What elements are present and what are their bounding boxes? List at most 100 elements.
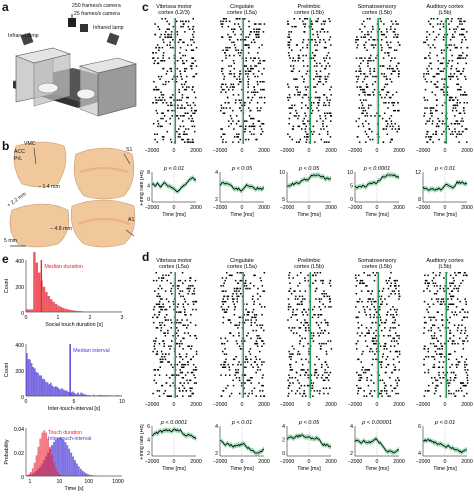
e2-xtick-1: 5 [73,399,76,405]
c-psth-ytick-4-1: 8 [418,197,421,203]
c-region-layer-3: cortex (L5b) [362,10,392,16]
c-region-title-0: Vibrissa motor [156,4,192,10]
e2-bar [112,395,114,396]
setup-illustration [8,6,140,134]
e1-bar [42,286,46,312]
d-raster-3 [355,272,401,397]
e1-xlabel: Social touch duration [s] [45,322,103,328]
e1-bar [59,306,62,312]
d-psth-ytick-0-0: 6 [147,424,150,430]
d-ylabel: Firing rate [Hz] [140,424,145,460]
acc-label: ACC [14,149,25,155]
e1-bar [47,296,50,312]
e2-bar [70,392,73,396]
e2-ytick-1: 200 [15,369,24,375]
e3-iti-bar [66,445,69,476]
e1-bar [64,308,67,312]
c-psth-xtick-0-0: −2000 [145,205,160,211]
e2-xtick-2: 10 [119,399,125,405]
d-psth-ytick-1-0: 4 [215,424,218,430]
d-raster-tick-3-1: 0 [376,402,379,408]
d-psth-line-0 [151,428,197,440]
e1-bar [62,307,65,312]
e1-xtick-3: 3 [121,315,124,321]
d-psth-xtick-2-1: 0 [308,459,311,465]
e3-iti-bar [60,438,63,476]
e3-duration-bar [37,446,40,476]
e2-xtick-0: 0 [25,399,28,405]
c-psth-ytick-1-1: 2 [215,197,218,203]
c-raster-tick-1-0: −2000 [213,148,228,154]
e2-bar [46,382,49,396]
c-psth-xtick-0-1: 0 [173,205,176,211]
d-raster-4 [423,272,469,397]
e3-duration-bar [29,471,32,476]
e2-bar [96,395,98,396]
c-raster-2 [287,18,333,143]
c-raster-tick-0-1: 0 [173,148,176,154]
d-psth-line-4 [422,439,468,454]
d-region-title-2: Prelimbic [297,258,320,264]
e2-bar [67,391,70,396]
d-p-value-2: p < 0.05 [298,420,320,426]
c-raster-1 [220,18,266,143]
d-psth-xtick-0-2: 2000 [190,459,202,465]
d-psth-xtick-1-1: 0 [241,459,244,465]
e1-bar [107,311,110,312]
d-psth-line-3 [354,437,400,454]
e2-bar [40,375,42,396]
e2-bar [115,395,118,396]
c-p-value-2: p < 0.05 [298,166,320,172]
e2-bar [26,353,28,396]
e2-ytick-0: 400 [15,343,24,349]
d-raster-tick-0-2: 2000 [190,402,202,408]
e1-ylabel: Count [4,278,10,293]
vmc-label: VMC [24,141,36,147]
e2-bar [85,394,87,396]
d-raster-tick-2-1: 0 [308,402,311,408]
panel-label-d: d [142,250,150,264]
e2-bar [102,395,105,396]
e3-duration-bar [47,438,50,476]
c-psth-ytick-2-1: 5 [282,197,285,203]
e3-iti-bar [87,474,90,476]
c-psth-ytick-3-0: 10 [347,170,353,176]
e3-iti-bar [54,439,57,476]
d-psth-xtick-0-1: 0 [173,459,176,465]
c-psth-xlabel-4: Time [ms] [433,212,457,218]
c-psth-ytick-0-2: 0 [147,197,150,203]
c-raster-tick-1-1: 0 [241,148,244,154]
e2-bar [88,395,90,396]
c-psth-ytick-4-0: 12 [415,170,421,176]
e1-bar [119,311,122,312]
panel-label-e: e [2,252,9,266]
e1-bar [35,262,38,312]
e3-ytick-2: 0 [21,475,24,481]
e1-bar [114,311,118,312]
e3-iti-bar [52,442,55,476]
e2-bar [83,394,86,396]
e3-iti-bar [68,448,71,476]
d-psth-xlabel-2: Time [ms] [297,466,321,472]
e1-xtick-2: 2 [89,315,92,321]
d-psth-xtick-2-2: 2000 [325,459,337,465]
c-raster-tick-4-2: 2000 [461,148,473,154]
d-raster-tick-4-1: 0 [444,402,447,408]
c-raster-0 [152,18,198,143]
e1-bar [112,311,115,312]
d-psth-ytick-0-2: 2 [147,451,150,457]
d-raster-tick-1-1: 0 [241,402,244,408]
d-region-layer-4: (L5b) [438,264,451,270]
c-psth-xtick-1-1: 0 [241,205,244,211]
d-raster-tick-0-1: 0 [173,402,176,408]
e2-bar [110,395,113,396]
c-region-layer-2: cortex (L5b) [294,10,324,16]
lamp-left-label: Infrared lamp [8,33,39,39]
e2-bar [109,395,111,396]
e3-duration-bar [58,474,61,476]
e2-bar [43,379,46,396]
d-psth-xtick-4-0: −2000 [416,459,431,465]
c-region-layer-4: (L5b) [438,10,451,16]
